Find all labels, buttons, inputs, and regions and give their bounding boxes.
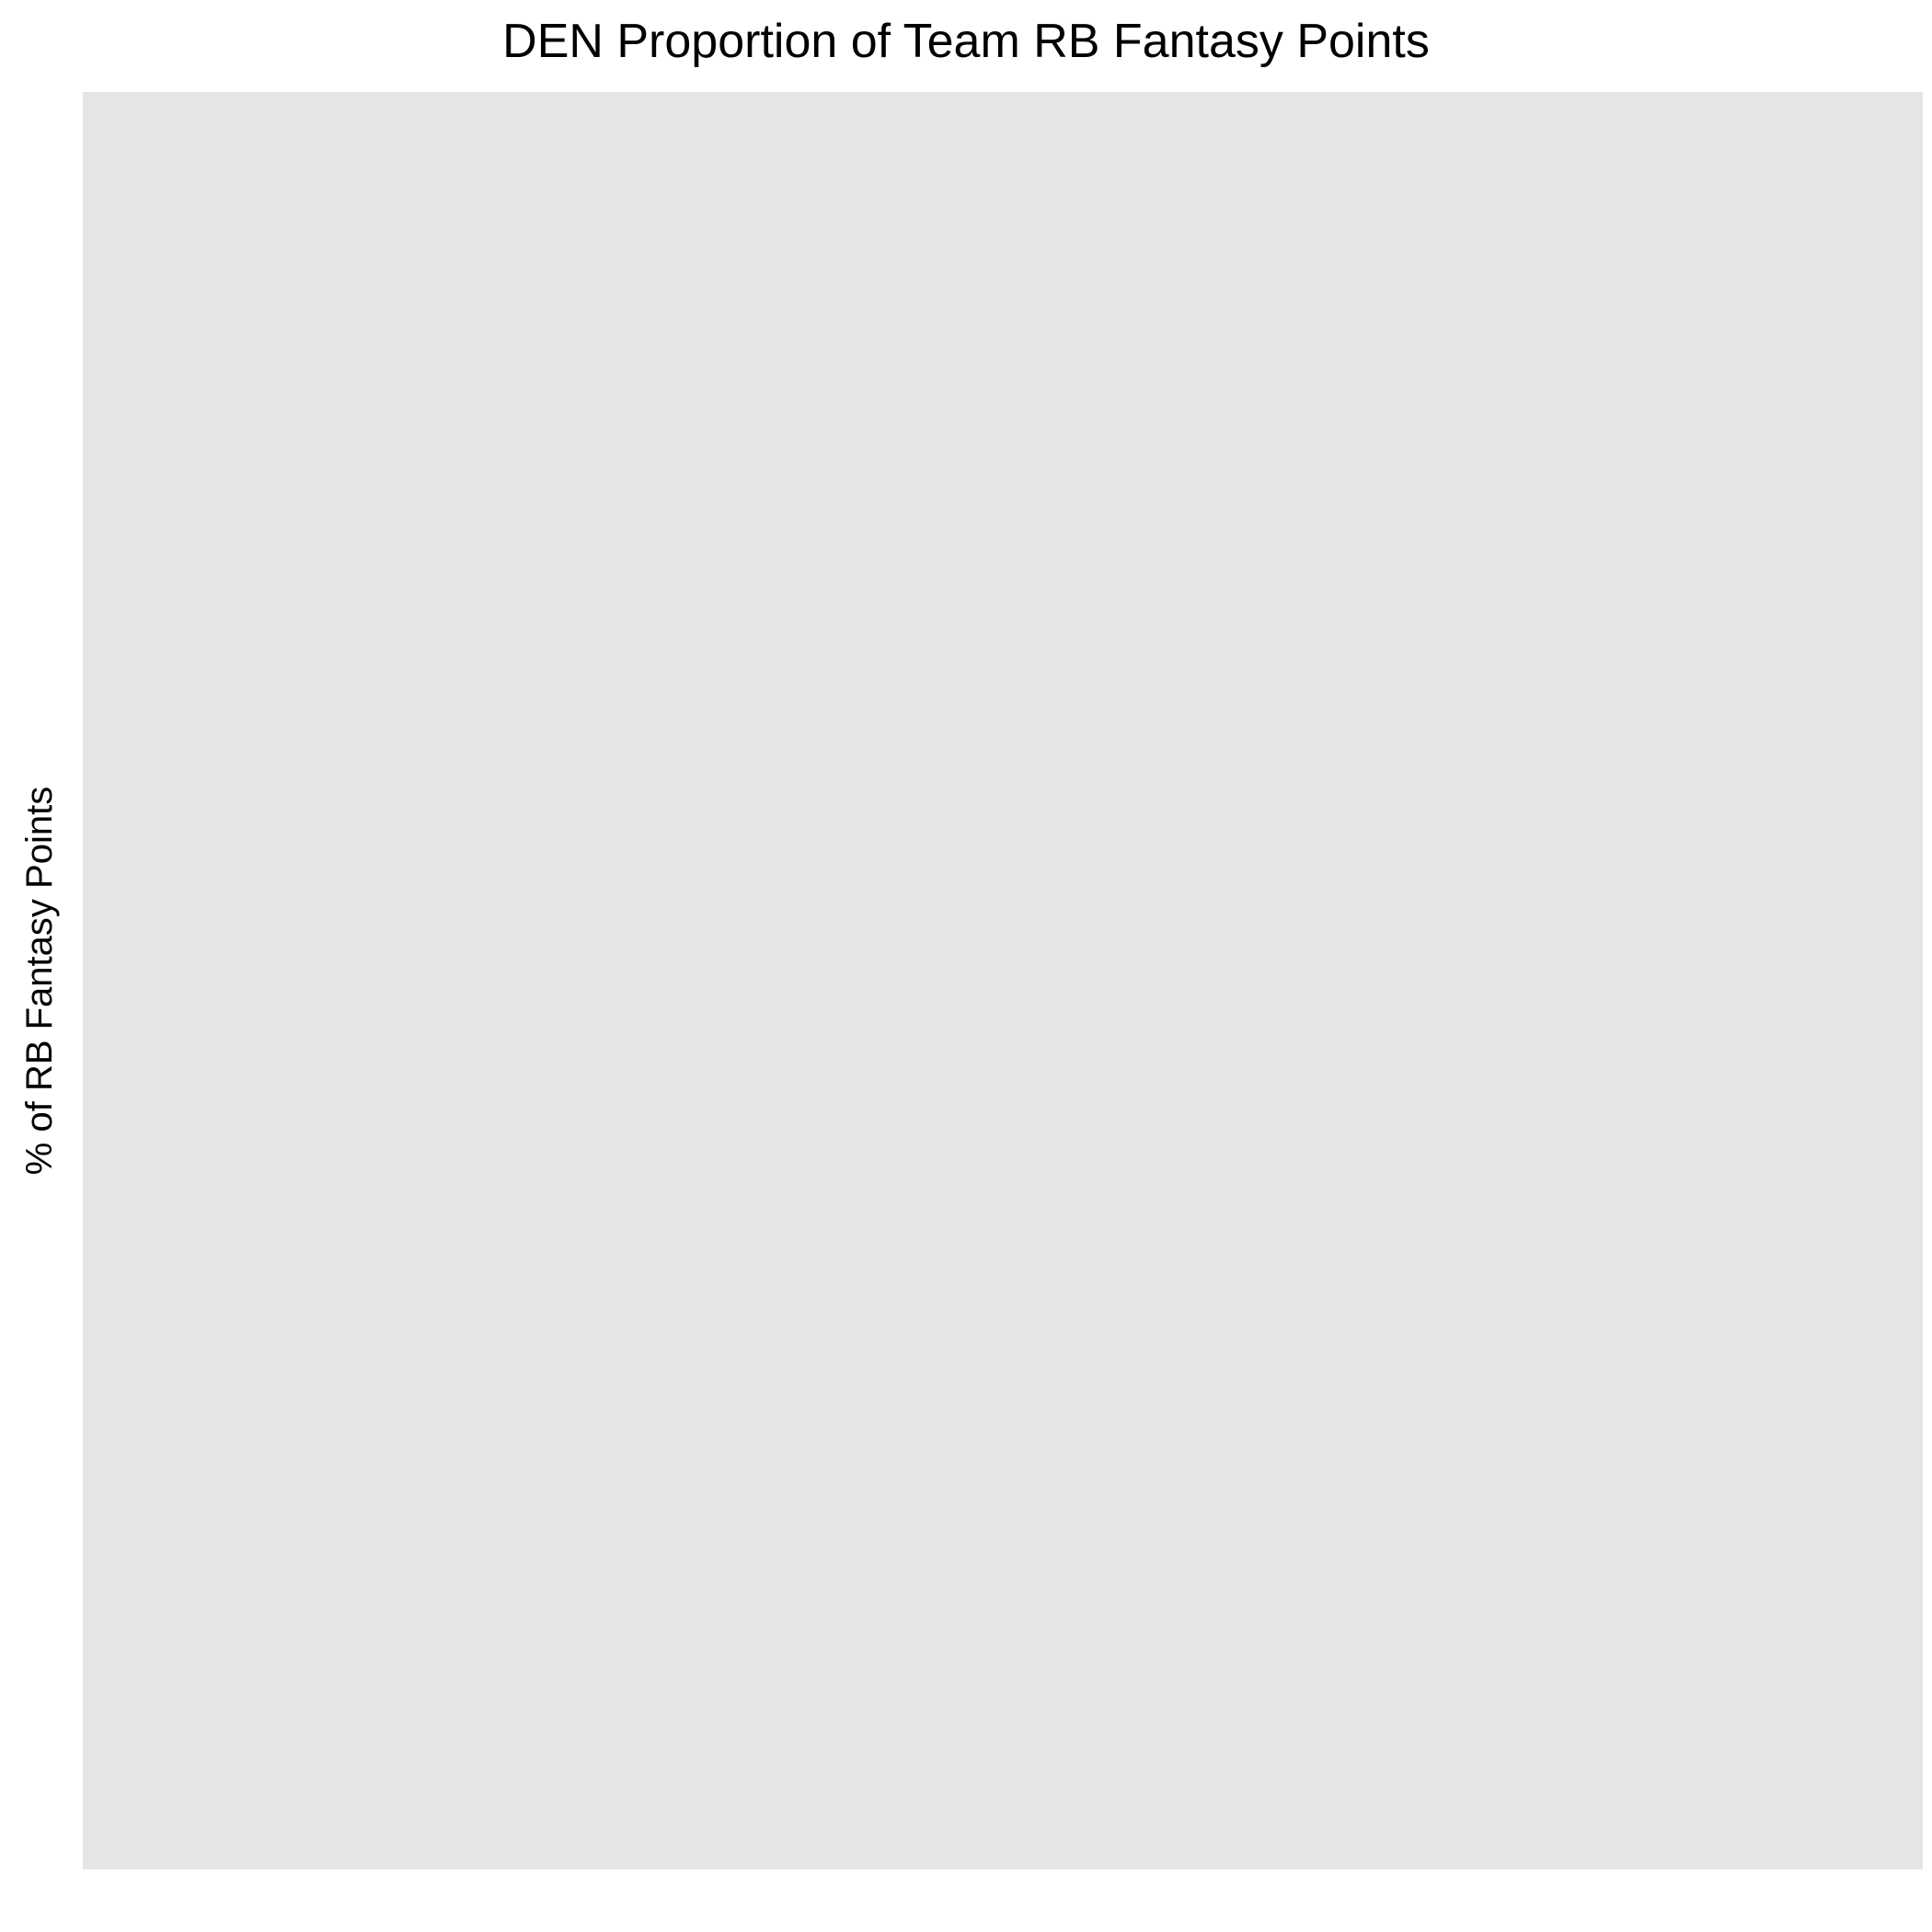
y-axis-label-area: % of RB Fantasy Points	[0, 92, 79, 1869]
plot-panel	[83, 92, 1923, 1869]
chart-title: DEN Proportion of Team RB Fantasy Points	[502, 15, 1430, 68]
y-axis-label: % of RB Fantasy Points	[19, 786, 60, 1176]
panel-background	[83, 92, 1923, 1869]
